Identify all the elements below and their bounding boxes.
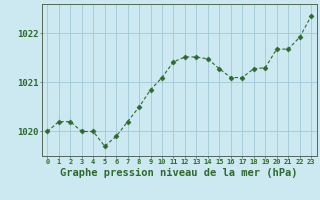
X-axis label: Graphe pression niveau de la mer (hPa): Graphe pression niveau de la mer (hPa)	[60, 168, 298, 178]
